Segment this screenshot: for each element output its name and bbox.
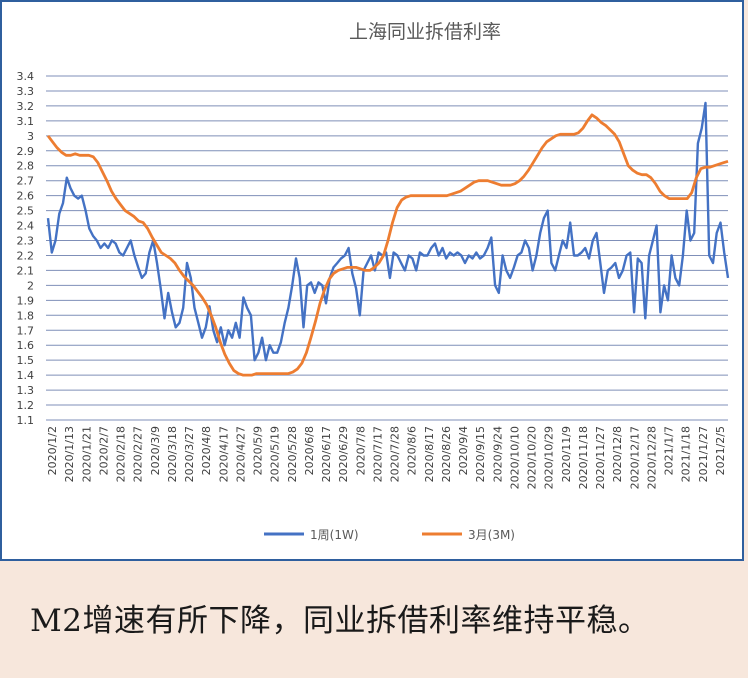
- y-tick-label: 2: [27, 279, 34, 292]
- legend-label: 1周(1W): [310, 528, 359, 542]
- x-tick-label: 2020/4/27: [234, 426, 247, 482]
- x-tick-label: 2020/4/17: [217, 426, 230, 482]
- y-tick-label: 3.2: [17, 100, 35, 113]
- x-tick-label: 2021/2/5: [714, 426, 727, 475]
- caption-text: M2增速有所下降，同业拆借利率维持平稳。: [30, 603, 650, 639]
- y-tick-label: 2.7: [17, 175, 35, 188]
- y-tick-label: 3.4: [17, 70, 35, 83]
- x-tick-label: 2020/9/24: [491, 426, 504, 482]
- x-tick-label: 2020/12/17: [628, 426, 641, 489]
- x-tick-label: 2020/1/2: [46, 426, 59, 475]
- y-tick-label: 1.5: [17, 354, 35, 367]
- line-chart: 上海同业拆借利率 1.1 1.2 1.3 1.4 1.5 1.6 1.7 1.8 1.9 2 2.1…: [17, 21, 730, 542]
- y-tick-label: 1.3: [17, 384, 35, 397]
- y-tick-label: 2.6: [17, 190, 35, 203]
- x-tick-label: 2020/8/17: [423, 426, 436, 482]
- series-line-1w: [46, 101, 730, 362]
- x-tick-label: 2020/8/26: [440, 426, 453, 482]
- x-tick-label: 2020/6/17: [320, 426, 333, 482]
- x-tick-label: 2020/7/17: [371, 426, 384, 482]
- x-tick-label: 2020/9/4: [457, 426, 470, 475]
- x-tick-label: 2020/11/18: [577, 426, 590, 489]
- x-tick-label: 2020/6/8: [303, 426, 316, 475]
- y-tick-label: 3.3: [17, 85, 35, 98]
- y-tick-label: 2.9: [17, 145, 35, 158]
- y-tick-label: 1.1: [17, 414, 35, 427]
- y-tick-label: 1.9: [17, 294, 35, 307]
- y-tick-label: 2.1: [17, 264, 35, 277]
- y-tick-label: 1.4: [17, 369, 35, 382]
- x-tick-label: 2021/1/18: [680, 426, 693, 482]
- x-tick-label: 2020/5/19: [269, 426, 282, 482]
- x-tick-label: 2020/11/27: [594, 426, 607, 489]
- x-tick-label: 2020/2/18: [115, 426, 128, 482]
- x-tick-label: 2020/11/9: [560, 426, 573, 482]
- x-tick-label: 2020/1/13: [63, 426, 76, 482]
- x-tick-label: 2020/2/7: [97, 426, 110, 475]
- x-tick-label: 2020/3/18: [166, 426, 179, 482]
- y-tick-label: 3: [27, 130, 34, 143]
- x-tick-label: 2021/1/27: [697, 426, 710, 482]
- caption-panel: M2增速有所下降，同业拆借利率维持平稳。: [0, 568, 748, 678]
- y-tick-label: 3.1: [17, 115, 35, 128]
- x-tick-label: 2020/7/8: [354, 426, 367, 475]
- y-tick-label: 2.5: [17, 205, 35, 218]
- x-tick-label: 2020/10/20: [526, 426, 539, 489]
- x-tick-label: 2020/7/28: [389, 426, 402, 482]
- x-tick-label: 2020/3/9: [149, 426, 162, 475]
- y-tick-label: 1.7: [17, 324, 35, 337]
- x-tick-label: 2020/2/27: [132, 426, 145, 482]
- y-tick-label: 2.3: [17, 235, 35, 248]
- y-tick-label: 2.4: [17, 220, 35, 233]
- x-tick-label: 2020/4/8: [200, 426, 213, 475]
- x-tick-label: 2020/9/15: [474, 426, 487, 482]
- chart-frame: 上海同业拆借利率 1.1 1.2 1.3 1.4 1.5 1.6 1.7 1.8 1.9 2 2.1…: [0, 0, 744, 561]
- y-tick-label: 2.2: [17, 249, 35, 262]
- x-tick-label: 2021/1/7: [663, 426, 676, 475]
- x-tick-label: 2020/6/29: [337, 426, 350, 482]
- x-tick-label: 2020/3/27: [183, 426, 196, 482]
- y-tick-label: 1.8: [17, 309, 35, 322]
- series-line-3m: [46, 113, 729, 377]
- x-tick-label: 2020/12/28: [645, 426, 658, 489]
- x-tick-label: 2020/12/8: [611, 426, 624, 482]
- chart-title: 上海同业拆借利率: [349, 21, 501, 43]
- y-tick-label: 2.8: [17, 160, 35, 173]
- x-tick-label: 2020/5/9: [252, 426, 265, 475]
- legend-label: 3月(3M): [468, 528, 515, 542]
- y-tick-label: 1.2: [17, 399, 35, 412]
- x-tick-label: 2020/10/29: [543, 426, 556, 489]
- x-tick-label: 2020/1/21: [80, 426, 93, 482]
- x-tick-label: 2020/8/6: [406, 426, 419, 475]
- x-tick-label: 2020/5/28: [286, 426, 299, 482]
- x-tick-label: 2020/10/10: [508, 426, 521, 489]
- y-tick-label: 1.6: [17, 339, 35, 352]
